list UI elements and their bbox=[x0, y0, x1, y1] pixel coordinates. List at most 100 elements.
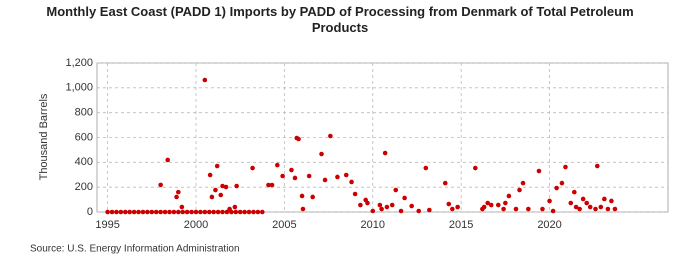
data-point bbox=[609, 198, 614, 204]
data-point bbox=[485, 200, 490, 206]
data-point bbox=[398, 208, 404, 214]
data-point bbox=[227, 206, 232, 212]
data-point bbox=[577, 206, 582, 212]
data-point bbox=[594, 163, 600, 169]
data-point bbox=[165, 157, 171, 163]
data-point bbox=[423, 165, 429, 171]
data-point bbox=[206, 209, 212, 215]
y-axis-label: Thousand Barrels bbox=[38, 93, 50, 180]
data-point bbox=[377, 202, 383, 208]
y-tick-label: 1,000 bbox=[65, 82, 93, 94]
data-point bbox=[481, 204, 487, 210]
data-point bbox=[370, 208, 376, 214]
data-point bbox=[506, 193, 512, 199]
data-point bbox=[122, 209, 128, 215]
data-point bbox=[328, 133, 333, 139]
data-point bbox=[149, 209, 155, 215]
data-point bbox=[153, 209, 159, 215]
data-point bbox=[209, 194, 215, 200]
data-point bbox=[109, 209, 115, 215]
data-point bbox=[427, 207, 432, 213]
data-point bbox=[207, 172, 213, 178]
data-point bbox=[189, 209, 194, 215]
data-point bbox=[598, 204, 604, 210]
data-point bbox=[259, 209, 265, 215]
data-point bbox=[224, 209, 230, 215]
data-point bbox=[605, 206, 611, 212]
data-point bbox=[232, 204, 238, 210]
x-tick-label: 1995 bbox=[95, 219, 119, 231]
data-point bbox=[306, 173, 312, 179]
data-point bbox=[393, 187, 399, 193]
y-tick-label: 0 bbox=[87, 206, 93, 218]
data-point bbox=[220, 183, 225, 189]
data-point bbox=[488, 202, 494, 208]
data-point bbox=[289, 167, 294, 173]
data-point bbox=[559, 180, 565, 186]
data-point bbox=[389, 202, 395, 208]
source-note: Source: U.S. Energy Information Administ… bbox=[30, 244, 240, 255]
data-point bbox=[105, 209, 110, 215]
data-point bbox=[223, 184, 229, 190]
data-point bbox=[211, 209, 216, 215]
data-point bbox=[520, 180, 526, 186]
data-point bbox=[379, 206, 384, 212]
data-point bbox=[495, 202, 501, 208]
data-point bbox=[145, 209, 150, 215]
data-point bbox=[526, 206, 531, 212]
data-point bbox=[202, 209, 208, 215]
data-point bbox=[234, 183, 239, 189]
data-point bbox=[127, 209, 133, 215]
data-point bbox=[242, 209, 247, 215]
data-point bbox=[573, 204, 579, 210]
data-point bbox=[215, 209, 221, 215]
data-point bbox=[255, 209, 261, 215]
data-point bbox=[275, 162, 280, 168]
data-point bbox=[233, 209, 239, 215]
data-point bbox=[335, 174, 340, 180]
data-point bbox=[158, 209, 163, 215]
data-point bbox=[602, 196, 607, 202]
data-point bbox=[547, 198, 552, 204]
y-tick-label: 400 bbox=[75, 156, 93, 168]
data-point bbox=[536, 168, 542, 174]
data-point bbox=[563, 164, 568, 170]
data-point bbox=[202, 77, 208, 83]
data-point bbox=[300, 206, 306, 212]
data-point bbox=[269, 182, 275, 188]
data-point bbox=[358, 202, 363, 208]
data-point bbox=[158, 182, 163, 188]
data-point bbox=[184, 209, 190, 215]
x-tick-label: 2015 bbox=[449, 219, 473, 231]
data-point bbox=[442, 180, 448, 186]
data-point bbox=[584, 200, 589, 206]
data-point bbox=[409, 203, 414, 209]
x-tick-label: 2020 bbox=[537, 219, 561, 231]
data-point bbox=[118, 209, 124, 215]
x-tick-label: 2005 bbox=[272, 219, 296, 231]
data-point bbox=[266, 182, 271, 188]
chart-title: Monthly East Coast (PADD 1) Imports by P… bbox=[46, 4, 634, 35]
data-point bbox=[450, 206, 455, 212]
data-point bbox=[572, 189, 577, 195]
data-point bbox=[568, 200, 574, 206]
y-tick-label: 1,200 bbox=[65, 57, 93, 69]
data-point bbox=[501, 206, 506, 212]
data-point bbox=[503, 200, 508, 206]
data-point bbox=[214, 163, 220, 169]
data-point bbox=[473, 165, 478, 171]
data-point bbox=[136, 209, 141, 215]
data-point bbox=[218, 192, 224, 198]
data-point bbox=[580, 196, 586, 202]
data-point bbox=[251, 209, 256, 215]
data-point bbox=[171, 209, 177, 215]
data-point bbox=[319, 151, 324, 157]
data-point bbox=[382, 150, 388, 156]
data-point bbox=[554, 185, 559, 191]
data-point bbox=[365, 200, 370, 206]
data-point bbox=[213, 187, 218, 193]
data-point bbox=[193, 209, 199, 215]
data-point bbox=[352, 191, 358, 197]
